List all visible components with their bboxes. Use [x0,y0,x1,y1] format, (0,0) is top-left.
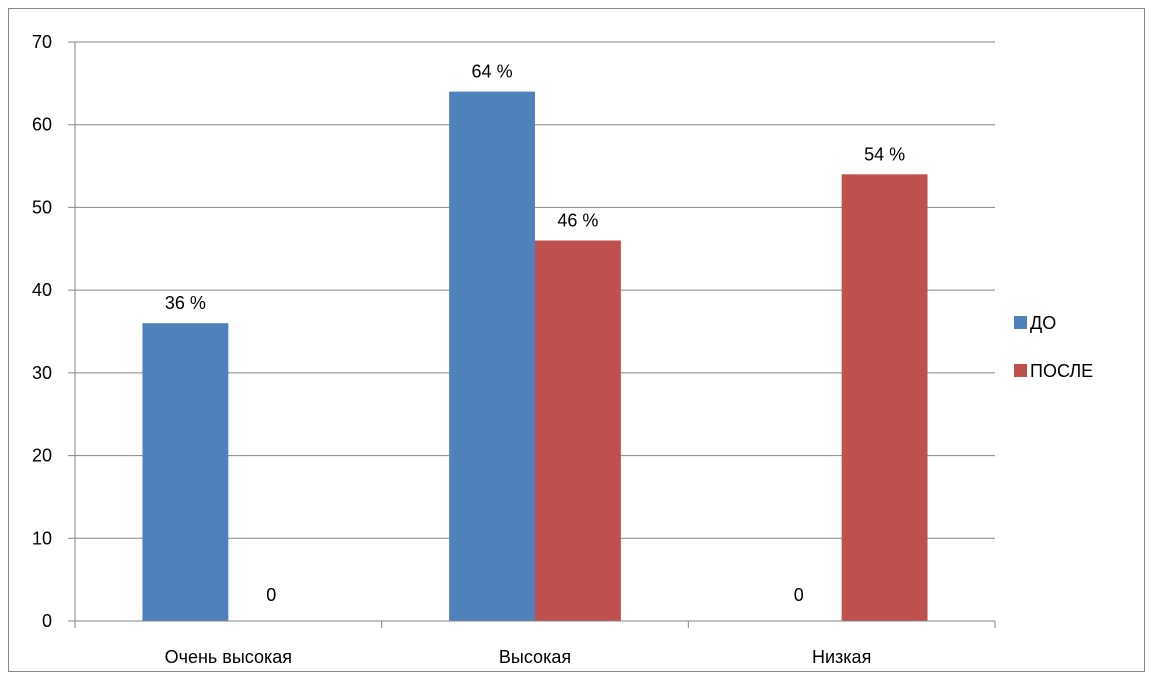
legend-label: ПОСЛЕ [1030,361,1093,381]
bars [142,91,928,622]
x-category-label: Очень высокая [165,647,292,667]
data-label: 64 % [472,62,513,82]
data-label: 36 % [165,293,206,313]
x-category-label: Высокая [499,647,571,667]
y-tick-label: 40 [32,280,52,300]
y-tick-label: 0 [42,611,52,631]
bar [449,91,535,622]
y-axis-tick-labels: 0 10 20 30 40 50 60 70 [32,32,52,631]
y-tick-label: 60 [32,115,52,135]
legend-label: ДО [1030,313,1056,333]
axes [68,42,996,628]
data-label: 46 % [557,211,598,231]
data-label: 54 % [864,144,905,164]
bar [535,240,621,621]
legend-swatch [1014,316,1027,329]
data-label: 0 [266,585,276,605]
y-tick-label: 20 [32,446,52,466]
y-tick-label: 10 [32,528,52,548]
y-tick-label: 70 [32,32,52,52]
bar [142,323,229,621]
y-tick-label: 30 [32,363,52,383]
data-label: 0 [794,585,804,605]
legend-swatch [1014,364,1027,377]
legend: ДО ПОСЛЕ [1014,313,1093,381]
x-axis-category-labels: Очень высокая Высокая Низкая [165,647,872,667]
bar [841,174,928,622]
x-category-label: Низкая [812,647,871,667]
data-labels: 36 % 0 64 % 46 % 0 54 % [165,62,905,605]
y-tick-label: 50 [32,197,52,217]
